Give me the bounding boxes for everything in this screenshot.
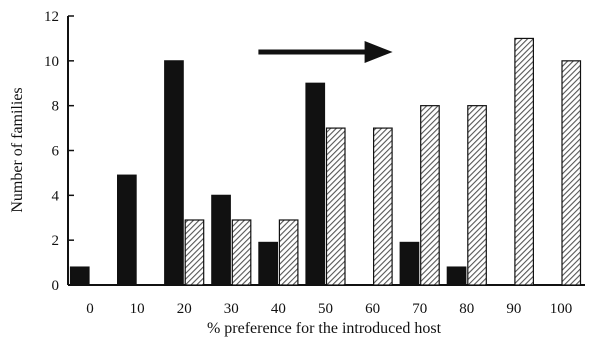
x-tick-label: 50 [318,301,333,317]
bar-hatched [420,105,440,286]
x-tick-label: 100 [550,301,573,317]
x-tick-label: 40 [271,301,286,317]
annotations [258,41,393,63]
bar-hatched [561,60,582,286]
y-axis: 0 2 4 6 8 10 12 [44,9,74,294]
bar-hatched [325,127,346,286]
y-tick-label: 0 [52,278,60,294]
bar-hatched [467,105,487,286]
bar-solid [399,241,420,286]
x-tick-label: 10 [130,301,145,317]
x-tick-label: 60 [365,301,380,317]
bar-solid [211,194,231,286]
bar-solid [258,241,278,286]
x-tick-label: 90 [506,301,521,317]
y-tick-label: 4 [52,188,60,204]
x-tick-label: 80 [459,301,474,317]
x-tick-label: 70 [412,301,427,317]
y-tick-label: 6 [52,144,60,160]
y-tick-label: 10 [44,54,59,70]
x-tick-label: 20 [177,301,192,317]
bar-hatched [514,37,535,286]
x-axis: 0 10 20 30 40 50 60 70 80 90 100 [68,284,585,317]
y-tick-label: 12 [44,9,59,25]
bar-hatched [231,219,252,286]
bars [69,37,582,286]
bar-solid [305,82,326,286]
y-tick-label: 8 [52,99,60,115]
bar-solid [69,266,90,286]
bar-solid [164,60,184,286]
x-tick-label: 30 [224,301,239,317]
arrow-head-icon [364,41,393,63]
bar-hatched [278,219,299,286]
y-tick-label: 2 [52,233,60,249]
y-axis-title: Number of families [9,87,26,212]
bar-solid [446,266,467,286]
bar-hatched [373,127,393,286]
x-axis-title: % preference for the introduced host [207,320,442,337]
bar-solid [116,174,137,286]
x-tick-label: 0 [86,301,94,317]
bar-hatched [184,219,205,286]
